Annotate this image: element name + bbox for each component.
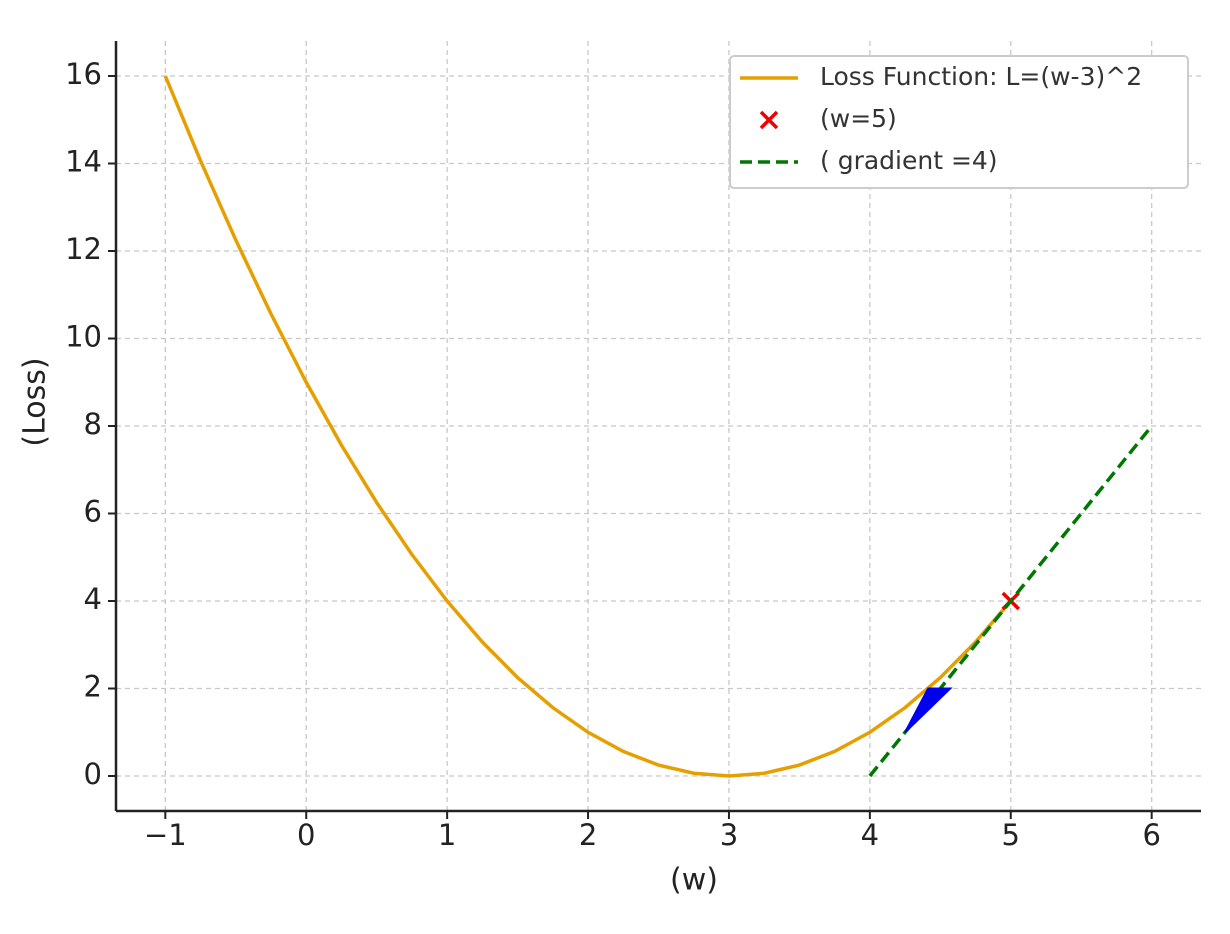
y-tick-label: 6: [84, 495, 102, 529]
x-tick-label: 5: [1002, 818, 1020, 852]
y-tick-label: 10: [65, 320, 102, 354]
legend-marker: [759, 110, 779, 130]
loss-curve: [163, 75, 1013, 778]
legend-box: [729, 55, 1189, 189]
x-tick-label: 4: [861, 818, 879, 852]
y-tick-label: 16: [65, 57, 102, 91]
x-tick-label: 1: [438, 818, 456, 852]
x-axis-label: (w): [670, 863, 718, 898]
plot-area: [163, 75, 1154, 778]
y-tick-label: 2: [84, 670, 102, 704]
x-tick-label: 3: [720, 818, 738, 852]
y-axis-label: (Loss): [18, 357, 53, 446]
legend-label: ( gradient =4): [820, 146, 998, 175]
y-tick-label: 8: [84, 407, 102, 441]
x-tick-label: 2: [579, 818, 597, 852]
y-tick-label: 12: [65, 232, 102, 266]
y-tick-label: 4: [84, 582, 102, 616]
y-tick-label: 14: [65, 145, 102, 179]
y-tick-label: 0: [84, 757, 102, 791]
legend-label: Loss Function: L=(w-3)^2: [820, 62, 1142, 91]
x-tick-label: 6: [1142, 818, 1160, 852]
legend: Loss Function: L=(w-3)^2 (w=5) ( gradient …: [729, 55, 1189, 189]
x-tick-label: 0: [297, 818, 315, 852]
arrow: [904, 687, 953, 733]
x-tick-label: −1: [144, 818, 187, 852]
legend-label: (w=5): [820, 104, 897, 133]
grid: [116, 41, 1201, 811]
